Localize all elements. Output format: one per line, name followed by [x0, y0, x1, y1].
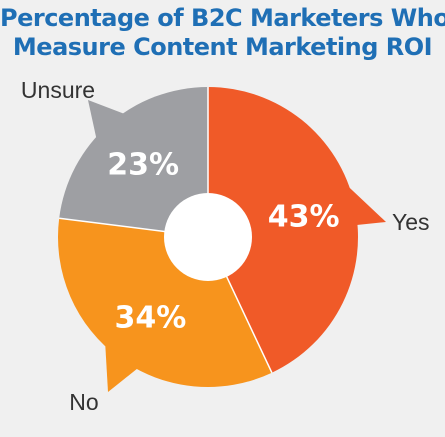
callout-pointer-yes [346, 184, 386, 226]
callout-pointer-no [105, 343, 139, 392]
slice-yes [208, 87, 358, 373]
category-label-unsure: Unsure [21, 77, 95, 103]
category-label-yes: Yes [392, 209, 430, 235]
donut-hole [164, 193, 252, 281]
value-label-no: 34% [114, 300, 186, 335]
value-label-yes: 43% [268, 200, 340, 235]
chart-title-line-2: Measure Content Marketing ROI [12, 33, 433, 61]
callout-pointer-unsure [88, 100, 128, 142]
value-label-unsure: 23% [107, 147, 179, 182]
category-label-no: No [69, 389, 98, 415]
chart-title-line-1: Percentage of B2C Marketers Who [0, 4, 445, 32]
slice-unsure [59, 87, 208, 237]
